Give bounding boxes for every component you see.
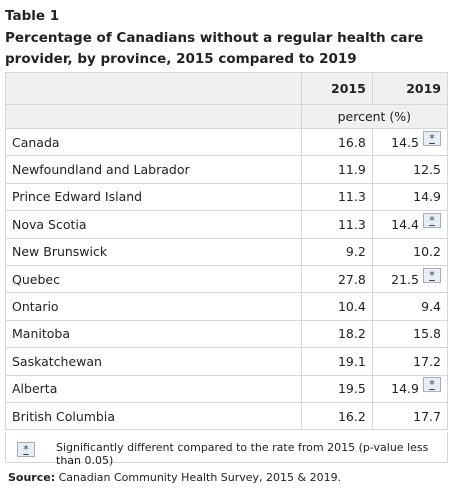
row-name: Newfoundland and Labrador <box>5 155 302 184</box>
value-cell: 19.5 <box>300 374 373 403</box>
data-row: Nova Scotia 11.3 14.4 * <box>5 210 449 239</box>
significance-marker: * <box>423 212 441 228</box>
value-cell: 14.9 <box>371 182 449 212</box>
value: 9.2 <box>345 244 366 260</box>
value-cell: 11.3 <box>300 182 373 212</box>
value: 17.2 <box>413 353 441 369</box>
row-name: Prince Edward Island <box>5 182 302 212</box>
value: 16.8 <box>337 134 366 150</box>
value-cell: 16.8 <box>300 127 373 157</box>
data-row: Alberta 19.5 14.9 * <box>5 374 449 403</box>
value: 14.4 <box>391 216 419 232</box>
value: 14.9 <box>391 381 419 397</box>
value-cell: 17.7 <box>371 401 449 431</box>
source-text: Canadian Community Health Survey, 2015 &… <box>58 471 342 484</box>
value: 19.1 <box>337 353 366 369</box>
value-cell: 14.4 * <box>371 210 449 239</box>
value-cell: 10.4 <box>300 292 373 321</box>
data-row: New Brunswick 9.2 10.2 <box>5 237 449 266</box>
footnote: * Significantly different compared to th… <box>5 432 448 467</box>
value-cell: 9.4 <box>371 292 449 321</box>
value-cell: 21.5 * <box>371 264 449 294</box>
value-cell: 27.8 <box>300 264 373 294</box>
row-name: Alberta <box>5 374 302 403</box>
value-cell: 11.9 <box>300 155 373 184</box>
value: 16.2 <box>337 408 366 424</box>
data-row: Canada 16.8 14.5 * <box>5 127 449 157</box>
value-cell: 12.5 <box>371 155 449 184</box>
value-cell: 14.5 * <box>371 127 449 157</box>
value: 9.4 <box>421 299 441 315</box>
value-cell: 18.2 <box>300 319 373 349</box>
column-header: 2019 <box>371 72 449 105</box>
significance-marker: * <box>423 267 441 283</box>
data-row: Newfoundland and Labrador 11.9 12.5 <box>5 155 449 184</box>
header-row: 2015 2019 <box>5 72 449 105</box>
value: 11.3 <box>337 189 366 205</box>
data-row: Prince Edward Island 11.3 14.9 <box>5 182 449 212</box>
data-row: Ontario 10.4 9.4 <box>5 292 449 321</box>
row-name: Canada <box>5 127 302 157</box>
row-name: Ontario <box>5 292 302 321</box>
data-table: 2015 2019 percent (%) Canada 16.8 14.5 * Newfou… <box>5 72 449 431</box>
source: Source: Canadian Community Health Survey… <box>8 471 341 484</box>
value: 11.9 <box>337 162 366 178</box>
significance-marker: * <box>423 130 441 146</box>
value: 27.8 <box>337 271 366 287</box>
value: 14.5 <box>391 134 419 150</box>
footnote-symbol: * <box>17 442 35 457</box>
value-cell: 10.2 <box>371 237 449 266</box>
value-cell: 17.2 <box>371 347 449 376</box>
source-label: Source: <box>8 471 56 484</box>
footnote-text: Significantly different compared to the … <box>56 441 429 467</box>
data-row: Quebec 27.8 21.5 * <box>5 264 449 294</box>
header-cell <box>5 72 302 105</box>
row-name: Manitoba <box>5 319 302 349</box>
column-header: 2015 <box>300 72 373 105</box>
value-cell: 9.2 <box>300 237 373 266</box>
significance-marker: * <box>423 377 441 393</box>
value: 12.5 <box>413 162 441 178</box>
data-row: Saskatchewan 19.1 17.2 <box>5 347 449 376</box>
table-title: Percentage of Canadians without a regula… <box>5 30 424 67</box>
row-name: New Brunswick <box>5 237 302 266</box>
row-name: British Columbia <box>5 401 302 431</box>
value-cell: 19.1 <box>300 347 373 376</box>
value-cell: 14.9 * <box>371 374 449 403</box>
value: 14.9 <box>413 189 441 205</box>
value: 11.3 <box>337 216 366 232</box>
value: 17.7 <box>413 408 441 424</box>
data-row: Manitoba 18.2 15.8 <box>5 319 449 349</box>
row-name: Saskatchewan <box>5 347 302 376</box>
table-label: Table 1 <box>5 8 60 24</box>
value: 18.2 <box>337 326 366 342</box>
unit-row: percent (%) <box>5 104 449 129</box>
unit-cell <box>5 104 302 129</box>
data-row: British Columbia 16.2 17.7 <box>5 401 449 431</box>
row-name: Quebec <box>5 264 302 294</box>
value: 21.5 <box>391 271 419 287</box>
value: 10.4 <box>337 299 366 315</box>
value-cell: 16.2 <box>300 401 373 431</box>
value-cell: 11.3 <box>300 210 373 239</box>
unit-label: percent (%) <box>300 104 449 129</box>
value: 15.8 <box>413 326 441 342</box>
value: 10.2 <box>413 244 441 260</box>
value: 19.5 <box>337 381 366 397</box>
row-name: Nova Scotia <box>5 210 302 239</box>
value-cell: 15.8 <box>371 319 449 349</box>
